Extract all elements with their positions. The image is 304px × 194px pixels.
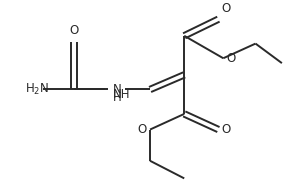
Text: O: O bbox=[138, 123, 147, 136]
Text: O: O bbox=[69, 24, 78, 37]
Text: H: H bbox=[113, 91, 122, 104]
Text: NH: NH bbox=[113, 87, 130, 100]
Text: O: O bbox=[226, 52, 236, 65]
Text: N: N bbox=[113, 83, 122, 96]
Text: O: O bbox=[221, 2, 231, 15]
Text: H$_2$N: H$_2$N bbox=[25, 82, 49, 97]
Text: O: O bbox=[221, 123, 231, 136]
